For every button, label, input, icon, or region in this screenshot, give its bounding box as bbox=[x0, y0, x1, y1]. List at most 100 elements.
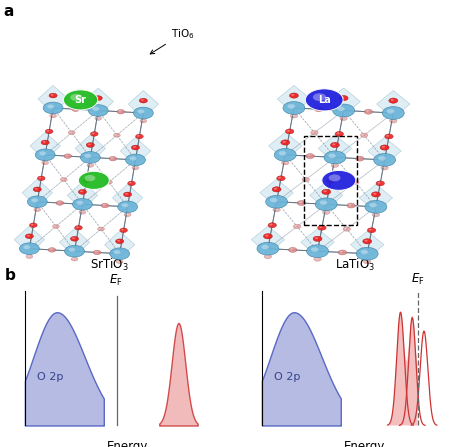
Circle shape bbox=[333, 104, 355, 117]
Polygon shape bbox=[120, 137, 151, 165]
Circle shape bbox=[290, 249, 293, 250]
Circle shape bbox=[48, 248, 56, 252]
Circle shape bbox=[51, 94, 54, 96]
Circle shape bbox=[274, 208, 277, 210]
Circle shape bbox=[50, 249, 52, 250]
Polygon shape bbox=[318, 135, 352, 163]
Circle shape bbox=[26, 254, 33, 258]
Circle shape bbox=[283, 141, 286, 143]
Circle shape bbox=[290, 93, 299, 98]
Circle shape bbox=[312, 131, 315, 133]
Polygon shape bbox=[327, 88, 360, 116]
Circle shape bbox=[31, 224, 34, 225]
Circle shape bbox=[134, 167, 136, 168]
Circle shape bbox=[74, 225, 82, 230]
Circle shape bbox=[19, 243, 39, 254]
Circle shape bbox=[390, 119, 397, 123]
Circle shape bbox=[88, 105, 108, 116]
Circle shape bbox=[92, 133, 95, 134]
Circle shape bbox=[71, 257, 78, 261]
Circle shape bbox=[386, 135, 389, 137]
Circle shape bbox=[60, 177, 67, 181]
Polygon shape bbox=[359, 184, 392, 212]
Text: $E_{\rm F}$: $E_{\rm F}$ bbox=[411, 271, 424, 287]
Circle shape bbox=[265, 195, 288, 208]
Circle shape bbox=[118, 110, 121, 112]
Circle shape bbox=[279, 151, 286, 156]
Circle shape bbox=[27, 196, 47, 207]
Circle shape bbox=[328, 179, 331, 181]
Text: O 2p: O 2p bbox=[274, 372, 301, 382]
Circle shape bbox=[308, 155, 310, 156]
Polygon shape bbox=[67, 182, 98, 210]
Circle shape bbox=[282, 160, 289, 165]
Circle shape bbox=[327, 178, 335, 183]
Circle shape bbox=[72, 237, 75, 239]
Circle shape bbox=[109, 156, 117, 161]
Circle shape bbox=[110, 248, 129, 260]
Circle shape bbox=[78, 190, 86, 194]
Circle shape bbox=[110, 157, 113, 159]
Circle shape bbox=[274, 148, 296, 161]
Circle shape bbox=[328, 174, 340, 181]
Circle shape bbox=[71, 236, 79, 241]
Circle shape bbox=[295, 225, 298, 227]
Circle shape bbox=[340, 251, 343, 253]
Circle shape bbox=[281, 140, 290, 145]
Circle shape bbox=[270, 198, 278, 202]
Circle shape bbox=[361, 250, 368, 254]
Circle shape bbox=[264, 254, 272, 259]
Circle shape bbox=[374, 153, 395, 166]
Circle shape bbox=[381, 166, 388, 170]
Circle shape bbox=[137, 110, 145, 114]
Circle shape bbox=[53, 224, 59, 228]
Circle shape bbox=[39, 177, 42, 178]
Circle shape bbox=[43, 141, 46, 143]
Circle shape bbox=[35, 208, 37, 210]
Circle shape bbox=[76, 226, 79, 228]
Circle shape bbox=[299, 202, 302, 203]
Circle shape bbox=[95, 116, 101, 120]
Circle shape bbox=[322, 189, 331, 194]
Circle shape bbox=[391, 99, 394, 101]
Circle shape bbox=[122, 203, 128, 207]
Circle shape bbox=[106, 180, 112, 184]
Circle shape bbox=[50, 114, 56, 118]
Circle shape bbox=[315, 198, 337, 211]
Circle shape bbox=[364, 259, 371, 264]
Circle shape bbox=[373, 193, 376, 195]
Circle shape bbox=[270, 224, 273, 225]
Circle shape bbox=[345, 228, 347, 229]
Circle shape bbox=[118, 261, 120, 262]
Circle shape bbox=[84, 180, 87, 181]
Circle shape bbox=[117, 110, 125, 114]
Circle shape bbox=[322, 210, 330, 215]
Circle shape bbox=[96, 117, 99, 118]
Circle shape bbox=[126, 154, 146, 166]
Circle shape bbox=[391, 120, 394, 121]
Circle shape bbox=[313, 93, 326, 101]
Circle shape bbox=[289, 248, 297, 253]
Circle shape bbox=[79, 210, 86, 214]
Text: LaTiO$_3$: LaTiO$_3$ bbox=[336, 257, 375, 273]
Circle shape bbox=[292, 114, 294, 116]
Circle shape bbox=[305, 89, 343, 111]
Circle shape bbox=[311, 247, 319, 252]
Circle shape bbox=[81, 152, 100, 163]
Circle shape bbox=[57, 202, 60, 203]
Text: Sr: Sr bbox=[74, 95, 87, 105]
Polygon shape bbox=[351, 231, 384, 259]
Circle shape bbox=[335, 131, 344, 136]
Circle shape bbox=[369, 229, 372, 231]
Circle shape bbox=[277, 176, 285, 181]
Circle shape bbox=[332, 143, 336, 145]
Circle shape bbox=[378, 182, 381, 184]
Circle shape bbox=[126, 214, 128, 215]
Circle shape bbox=[385, 134, 393, 139]
Circle shape bbox=[80, 190, 83, 192]
Circle shape bbox=[331, 163, 338, 168]
Circle shape bbox=[315, 258, 318, 259]
Circle shape bbox=[46, 129, 53, 134]
Polygon shape bbox=[30, 132, 60, 160]
Circle shape bbox=[362, 134, 365, 135]
